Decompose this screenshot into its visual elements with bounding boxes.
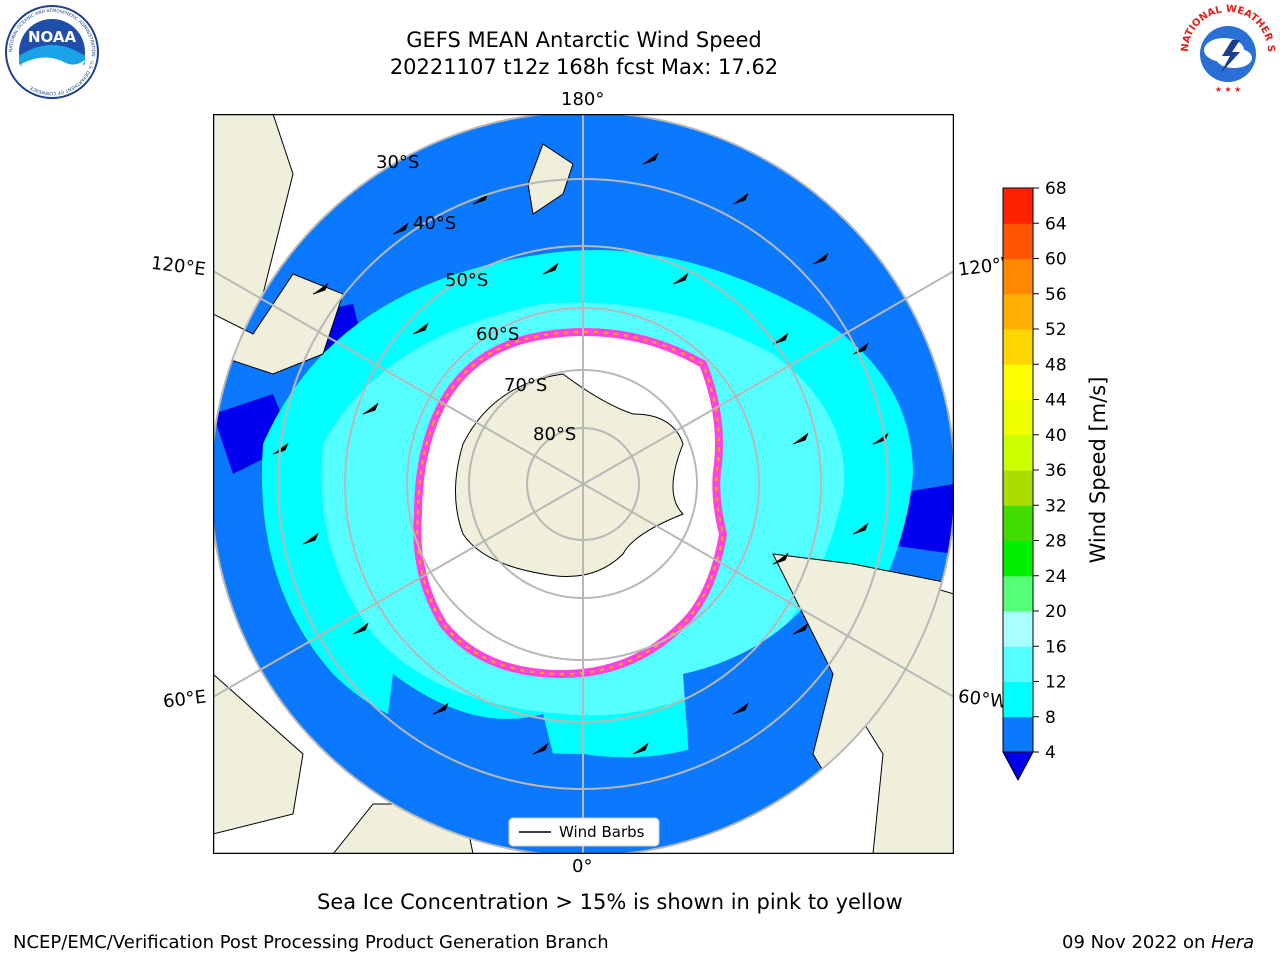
colorbar-segment	[1003, 611, 1033, 647]
wind-barbs-legend: Wind Barbs	[508, 817, 660, 847]
colorbar-tick-label: 44	[1045, 391, 1067, 411]
colorbar-label: Wind Speed [m/s]	[1086, 377, 1110, 564]
colorbar-tick-label: 32	[1045, 496, 1067, 516]
lat-label-30s: 30°S	[376, 152, 420, 173]
colorbar-tick-label: 40	[1045, 426, 1067, 446]
lon-label-0: 0°	[572, 856, 593, 877]
colorbar-tick-label: 28	[1045, 532, 1067, 552]
antarctic-wind-map: Wind Barbs	[213, 114, 954, 854]
colorbar-segment	[1003, 505, 1033, 541]
colorbar-tick-label: 36	[1045, 461, 1067, 481]
colorbar-tick-label: 52	[1045, 320, 1067, 340]
land-mass	[527, 143, 574, 215]
credit-text: NCEP/EMC/Verification Post Processing Pr…	[13, 932, 609, 953]
lon-label-60e: 60°E	[161, 686, 208, 713]
page-subtitle: 20221107 t12z 168h fcst Max: 17.62	[389, 55, 779, 79]
colorbar-tick-label: 12	[1045, 673, 1067, 693]
colorbar-segment	[1003, 681, 1033, 718]
nws-logo: NATIONAL WEATHER SERVICE ★ ★ ★	[1180, 4, 1276, 98]
svg-text:★ ★ ★: ★ ★ ★	[1215, 85, 1242, 94]
colorbar-segment	[1003, 364, 1033, 400]
date-stamp: 09 Nov 2022 on Hera	[1062, 932, 1255, 953]
colorbar-tick-label: 56	[1045, 285, 1067, 305]
colorbar-segment	[1003, 575, 1033, 612]
colorbar-tick-label: 24	[1045, 567, 1067, 587]
lat-label-50s: 50°S	[445, 270, 489, 291]
land-mass	[213, 114, 294, 335]
colorbar-segment	[1003, 329, 1033, 365]
colorbar-segment	[1003, 540, 1033, 577]
colorbar-segment	[1003, 223, 1033, 259]
noaa-logo: NOAA NATIONAL OCEANIC AND ATMOSPHERIC AD…	[5, 5, 99, 99]
colorbar-segment	[1003, 434, 1033, 471]
colorbar-segment	[1003, 470, 1033, 506]
colorbar-segment	[1003, 258, 1033, 295]
lon-label-120e: 120°E	[149, 252, 207, 281]
colorbar-tick-label: 4	[1045, 743, 1056, 763]
lat-label-60s: 60°S	[476, 324, 520, 345]
machine-name: Hera	[1211, 932, 1255, 953]
lat-label-80s: 80°S	[533, 424, 577, 445]
colorbar-segment	[1003, 399, 1033, 436]
colorbar-tick-label: 48	[1045, 355, 1067, 375]
legend-label: Wind Barbs	[559, 823, 645, 841]
colorbar-tick-label: 64	[1045, 214, 1067, 234]
colorbar-tick-label: 68	[1045, 180, 1067, 199]
colorbar-tick-label: 16	[1045, 637, 1067, 657]
wind-barbs	[272, 152, 889, 755]
colorbar-segment	[1003, 646, 1033, 682]
graticule	[213, 114, 954, 854]
map-border	[213, 114, 954, 854]
colorbar-tick-label: 20	[1045, 602, 1067, 622]
land-mass	[213, 673, 304, 835]
colorbar-tick-label: 60	[1045, 250, 1067, 270]
lat-label-70s: 70°S	[504, 375, 548, 396]
lon-label-180: 180°	[561, 89, 605, 110]
noaa-logo-text: NOAA	[28, 28, 77, 46]
colorbar-segment	[1003, 716, 1033, 753]
colorbar-segment	[1003, 293, 1033, 330]
deep-ocean-arc	[383, 674, 573, 834]
colorbar-under-arrow	[1002, 751, 1034, 782]
colorbar-tick-label: 8	[1045, 708, 1056, 728]
page-title: GEFS MEAN Antarctic Wind Speed	[406, 28, 762, 52]
colorbar-segment	[1003, 188, 1033, 224]
lat-label-40s: 40°S	[413, 213, 457, 234]
sea-ice-note: Sea Ice Concentration > 15% is shown in …	[317, 890, 903, 914]
